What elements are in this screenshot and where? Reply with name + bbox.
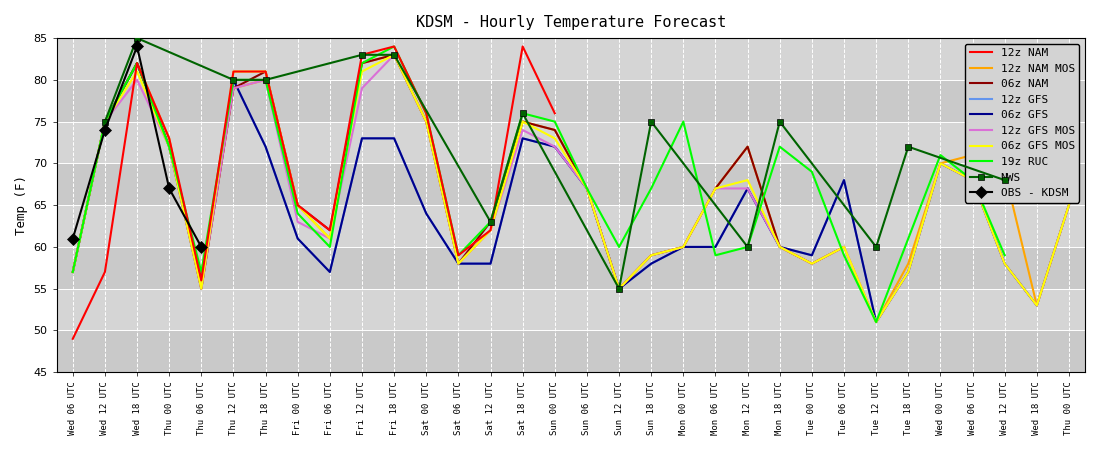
Title: KDSM - Hourly Temperature Forecast: KDSM - Hourly Temperature Forecast	[416, 15, 726, 30]
Bar	[57, 122, 1085, 163]
Bar	[57, 330, 1085, 372]
Bar	[57, 163, 1085, 205]
Bar	[57, 80, 1085, 122]
Bar	[57, 38, 1085, 80]
Bar	[57, 289, 1085, 330]
Bar	[57, 247, 1085, 289]
Bar	[57, 205, 1085, 247]
Legend: 12z NAM, 12z NAM MOS, 06z NAM, 12z GFS, 06z GFS, 12z GFS MOS, 06z GFS MOS, 19z R: 12z NAM, 12z NAM MOS, 06z NAM, 12z GFS, …	[965, 44, 1079, 202]
Y-axis label: Temp (F): Temp (F)	[15, 175, 28, 235]
